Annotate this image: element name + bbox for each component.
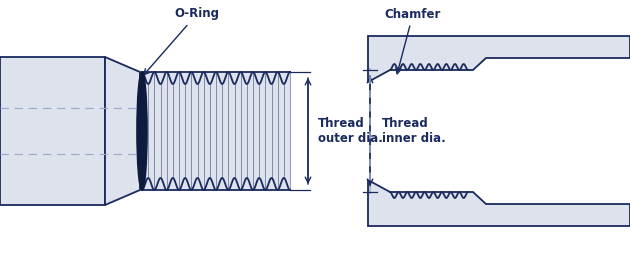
Polygon shape [368, 36, 630, 82]
Polygon shape [0, 57, 105, 205]
Text: Thread
outer dia.: Thread outer dia. [318, 117, 383, 145]
Polygon shape [105, 57, 140, 205]
Polygon shape [368, 180, 630, 226]
Text: O-Ring: O-Ring [144, 8, 219, 75]
Text: Chamfer: Chamfer [385, 8, 441, 74]
Text: Thread
inner dia.: Thread inner dia. [382, 117, 446, 145]
Ellipse shape [137, 72, 147, 190]
Bar [142, 72, 290, 190]
